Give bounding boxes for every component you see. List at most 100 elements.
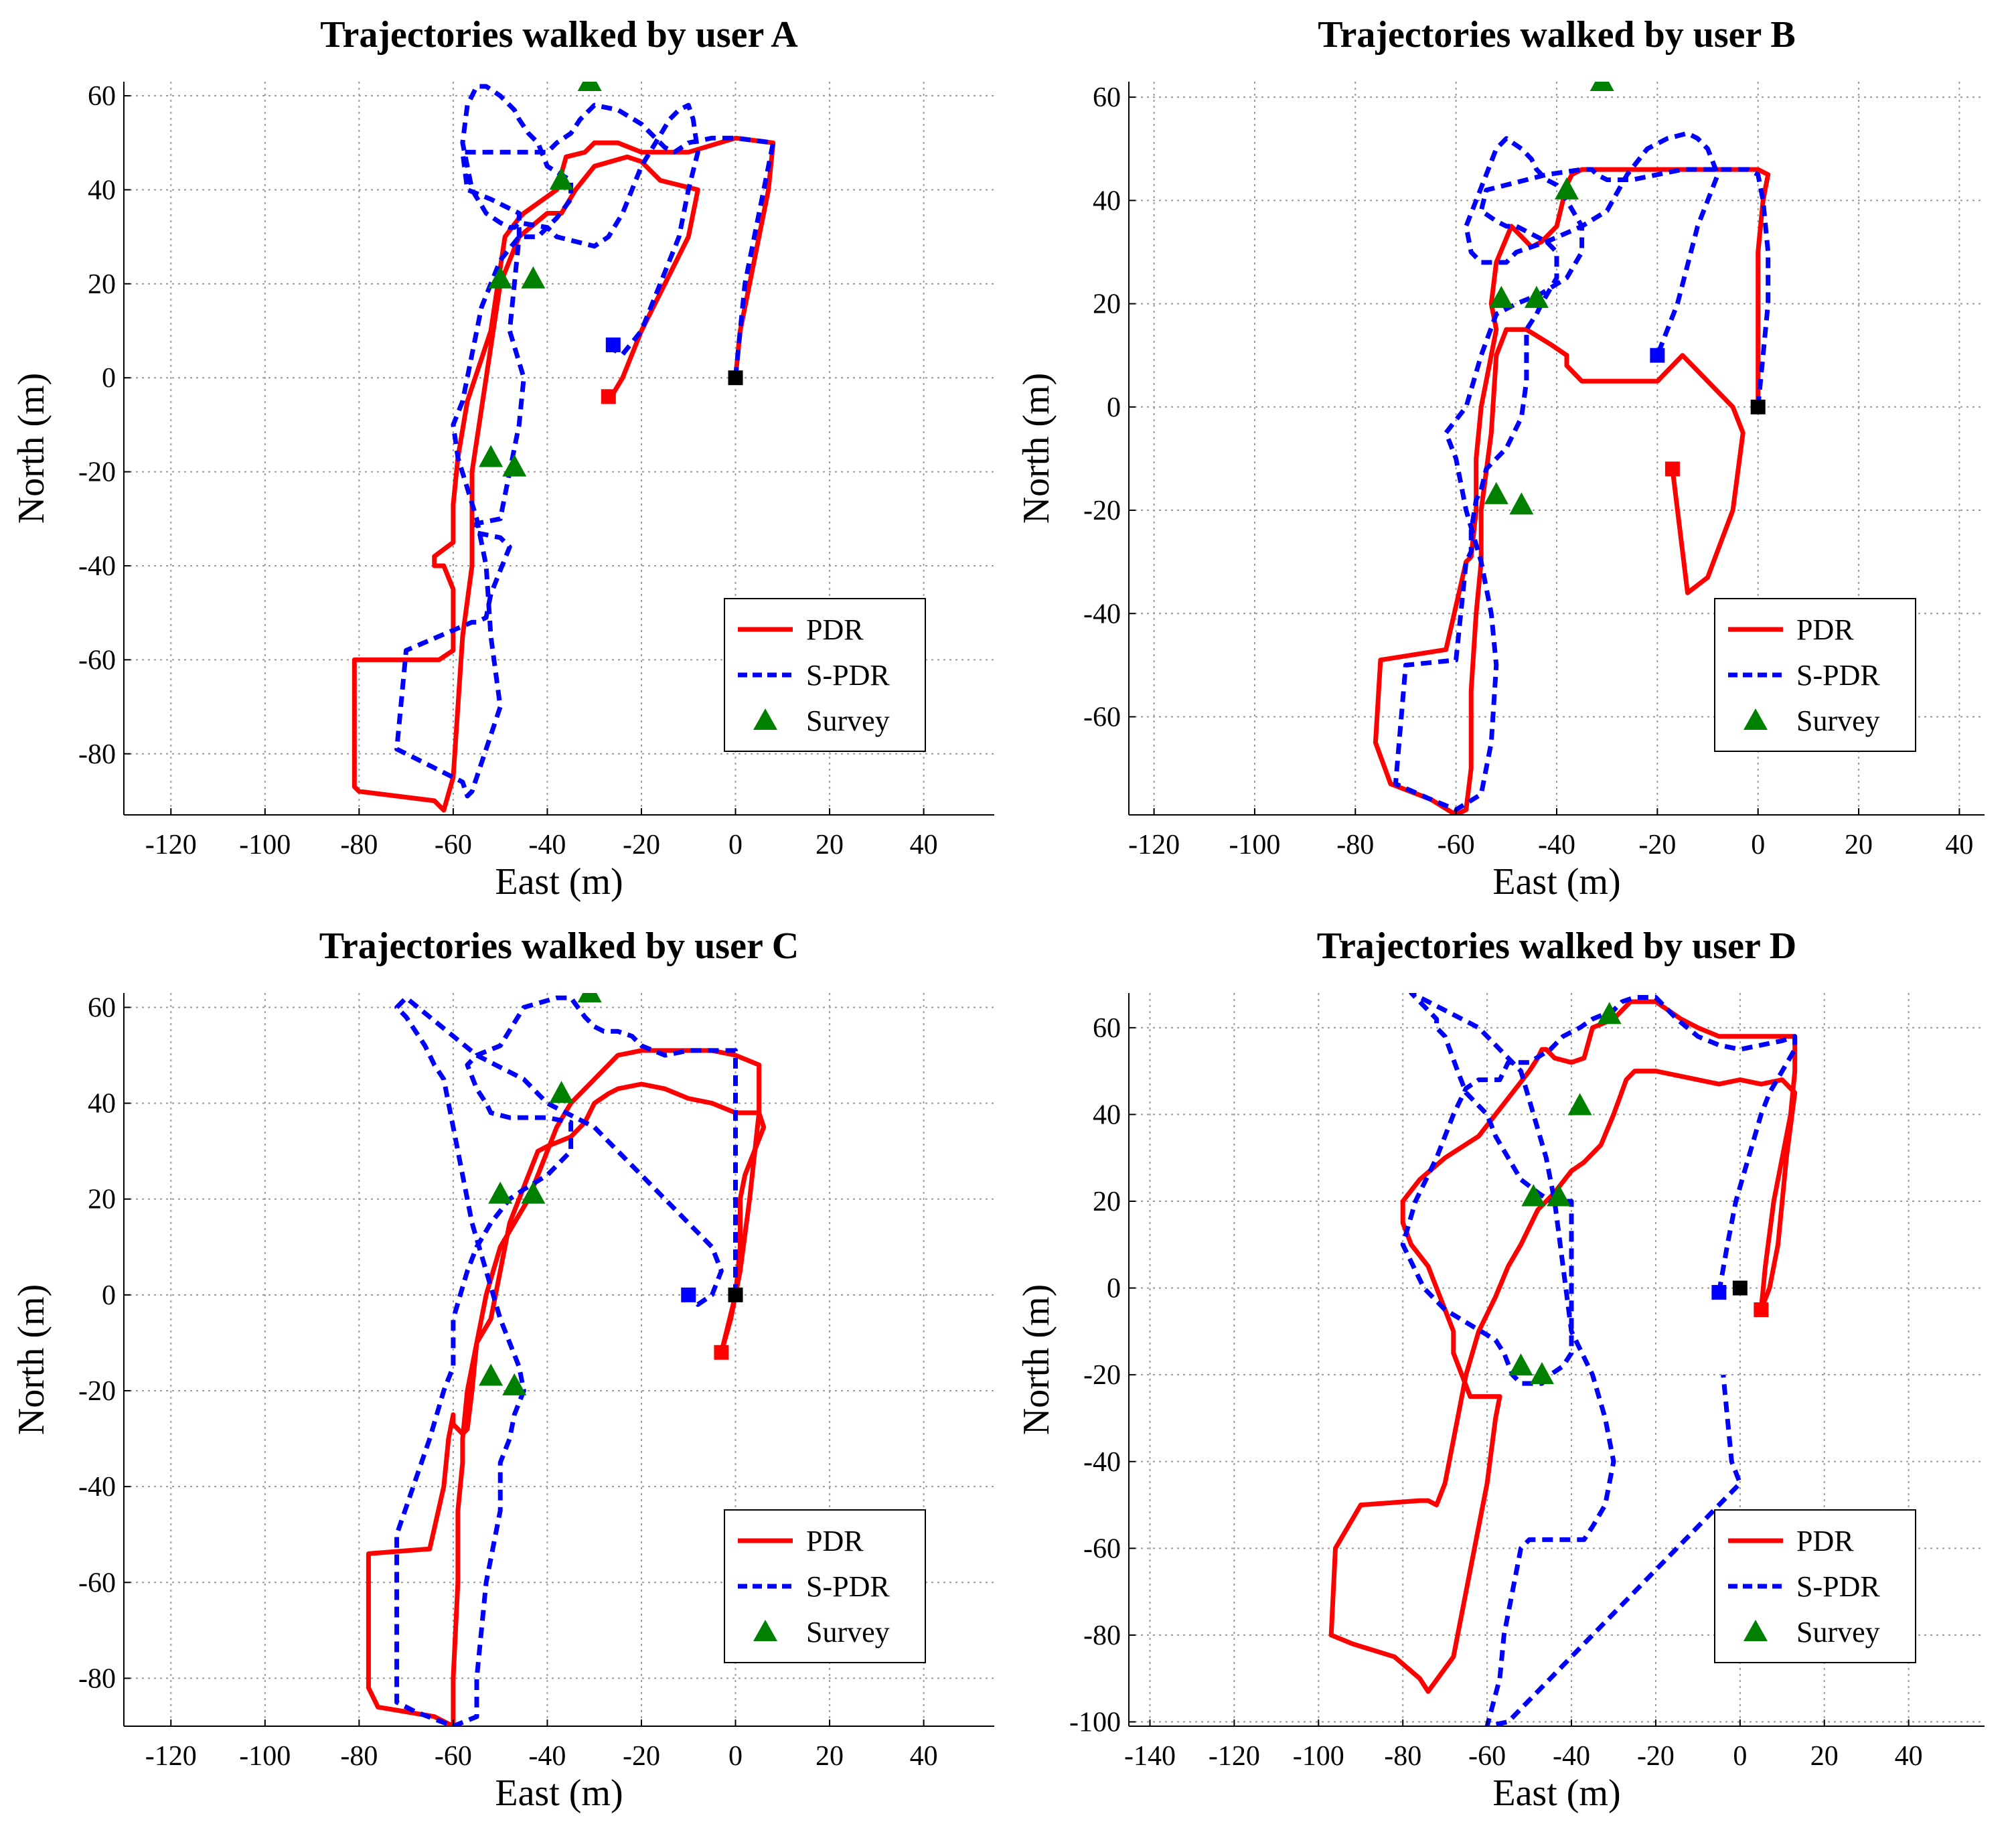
survey-point-marker [488,1181,513,1204]
x-tick-label: -80 [340,830,378,860]
data-layer [1328,993,1798,1726]
survey-point-marker [521,1181,546,1204]
x-tick-label: -100 [239,830,291,860]
start-marker [1732,1280,1748,1296]
y-tick-label: 20 [1093,1187,1121,1217]
x-tick-label: 40 [1945,830,1973,860]
y-tick-label: 20 [88,269,116,300]
legend-survey-swatch [753,1620,777,1641]
legend: PDR S-PDR Survey [1714,1509,1916,1663]
x-tick-label: -40 [528,1741,566,1772]
data-layer [366,993,767,1726]
y-axis-label: North (m) [11,1284,52,1436]
x-tick-label: -120 [145,830,197,860]
survey-point-marker [1567,1093,1592,1116]
spdr-series-line [1400,993,1798,1726]
survey-point-marker [1508,1353,1533,1376]
legend: PDR S-PDR Survey [1714,598,1916,752]
x-tick-label: -120 [145,1741,197,1772]
y-tick-label: -20 [1083,1360,1121,1391]
survey-point-marker [502,454,527,477]
data-layer [352,82,776,813]
survey-point-marker [577,993,602,1002]
x-tick-label: -120 [1209,1741,1260,1772]
x-tick-label: 20 [1845,830,1873,860]
y-tick-label: -40 [1083,1447,1121,1478]
x-axis-label: East (m) [495,861,623,903]
x-tick-label: -60 [435,1741,472,1772]
pdr-end-marker [1754,1302,1769,1317]
y-tick-label: -20 [78,457,116,488]
x-tick-label: 20 [816,1741,844,1772]
y-tick-label: 20 [1093,289,1121,320]
survey-point-marker [479,445,503,467]
chart-panel: -120 -100 -80 -60 -40 -20 0 20 40 -60 -40 -20 0 20 40 6… [1016,14,1985,903]
legend-label: PDR [806,1525,864,1557]
survey-point-marker [1597,1002,1622,1024]
y-tick-label: -20 [1083,495,1121,526]
y-tick-label: 60 [1093,82,1121,113]
x-tick-label: 40 [910,1741,938,1772]
legend-label: PDR [806,613,864,646]
y-tick-label: 40 [88,1089,116,1120]
legend-survey-swatch [753,708,777,730]
survey-point-marker [549,1081,574,1103]
chart-title: Trajectories walked by user D [1317,925,1797,967]
survey-point-marker [1529,1362,1554,1385]
start-marker [728,1287,743,1302]
y-tick-label: 60 [88,992,116,1023]
y-tick-label: -60 [1083,702,1121,733]
y-tick-label: -40 [1083,599,1121,629]
y-axis-label: North (m) [1016,1284,1057,1436]
x-tick-label: -40 [1553,1741,1590,1772]
survey-point-marker [1524,285,1549,308]
x-tick-label: -40 [528,830,566,860]
x-tick-label: -20 [1637,1741,1675,1772]
chart-title: Trajectories walked by user C [319,925,799,967]
spdr-end-marker [1711,1285,1727,1300]
chart-title: Trajectories walked by user A [320,14,798,56]
y-tick-label: 20 [88,1185,116,1215]
spdr-end-marker [1650,348,1665,363]
y-tick-label: -80 [78,739,116,770]
y-tick-label: -60 [1083,1533,1121,1564]
pdr-end-marker [714,1345,729,1360]
x-tick-label: 40 [910,830,938,860]
y-tick-label: -20 [78,1376,116,1407]
x-tick-label: -80 [340,1741,378,1772]
legend-label: Survey [1796,1616,1880,1649]
spdr-end-marker [681,1287,696,1302]
y-tick-label: -100 [1069,1707,1121,1738]
y-tick-label: 0 [1107,392,1121,423]
x-tick-label: 0 [1733,1741,1747,1772]
y-tick-label: 0 [1107,1274,1121,1304]
x-tick-label: 20 [1810,1741,1839,1772]
x-tick-label: -20 [1638,830,1676,860]
y-tick-label: -60 [78,1568,116,1598]
x-tick-label: -80 [1336,830,1374,860]
survey-point-marker [488,266,513,289]
x-tick-label: -20 [623,830,660,860]
y-tick-label: -40 [78,1472,116,1503]
survey-point-marker [1489,285,1514,308]
x-tick-label: -60 [1438,830,1475,860]
y-tick-label: 0 [102,363,116,394]
y-tick-label: -40 [78,551,116,582]
x-tick-label: -60 [435,830,472,860]
x-tick-label: -100 [1229,830,1280,860]
x-tick-label: -100 [239,1741,291,1772]
legend-label: Survey [806,1616,890,1649]
y-axis-label: North (m) [11,373,52,524]
survey-point-marker [549,167,574,190]
survey-point-marker [1484,481,1508,504]
spdr-end-marker [605,337,621,353]
spdr-series-line [394,995,738,1726]
legend-survey-swatch [1743,1620,1768,1641]
y-tick-label: 40 [88,175,116,206]
pdr-series-line [366,1048,767,1726]
x-tick-label: -100 [1293,1741,1344,1772]
pdr-series-line [352,135,776,813]
x-tick-label: -40 [1538,830,1575,860]
chart-panel: -140 -120 -100 -80 -60 -40 -20 0 20 40 -100 -80 -60 -… [1016,925,1985,1814]
survey-point-marker [479,1363,503,1386]
